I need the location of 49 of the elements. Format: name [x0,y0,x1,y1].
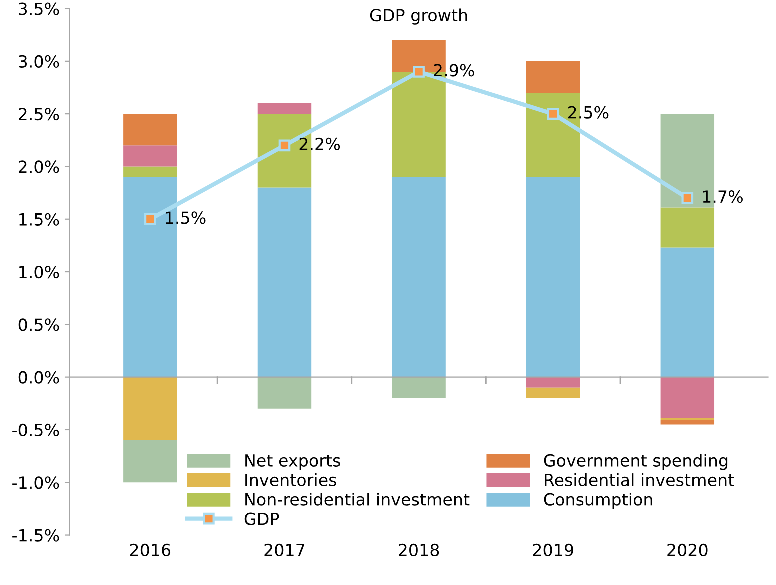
point [547,108,560,120]
legend-label: Consumption [544,493,652,510]
x-tick-label: 2018 [399,544,440,557]
legend-label: Inventories [246,474,336,486]
bar [526,388,580,398]
legend-label: Non-residential investment [246,493,470,506]
data-label: 1.7% [703,190,743,204]
bar [124,377,178,441]
legend-label: Residential investment [545,474,734,486]
bar [392,177,446,378]
bar [258,104,312,114]
data-label: 1.5% [166,212,206,224]
bar [124,146,178,167]
bar [526,377,580,388]
y-tick-label: -0.5% [12,424,60,437]
y-tick-label: 1.0% [20,266,60,279]
bar [526,61,580,94]
x-tick-label: 2019 [533,544,574,557]
bar [526,177,580,378]
bar [258,188,312,378]
x-tick-label: 2017 [264,544,305,557]
y-tick-label: -1.0% [12,476,60,490]
legend-label: Government spending [544,454,728,470]
y-tick-label: 2.0% [19,160,60,174]
bar [392,377,446,398]
legend-label: Net exports [246,454,340,470]
y-tick-label: 3.0% [19,55,60,68]
bar [124,166,178,178]
y-tick-label: 0.0% [18,371,60,384]
bar [258,377,312,409]
point [413,66,425,78]
bar [124,114,178,146]
bar [660,208,715,248]
y-tick-label: 2.5% [19,108,60,121]
chart-title: GDP growth [370,8,468,25]
bar [660,377,715,418]
bar [660,248,715,378]
y-tick-label: 1.5% [20,213,60,226]
x-tick-label: 2016 [130,544,171,557]
legend-label: GDP [244,512,280,526]
point [278,140,291,152]
y-tick-label: 3.5% [19,2,60,16]
y-tick-label: -1.5% [12,529,60,542]
point [144,213,156,226]
point [682,192,694,204]
bar [660,420,715,425]
x-tick-label: 2020 [668,544,708,557]
bar [124,440,178,483]
y-tick-label: 0.5% [18,318,60,332]
